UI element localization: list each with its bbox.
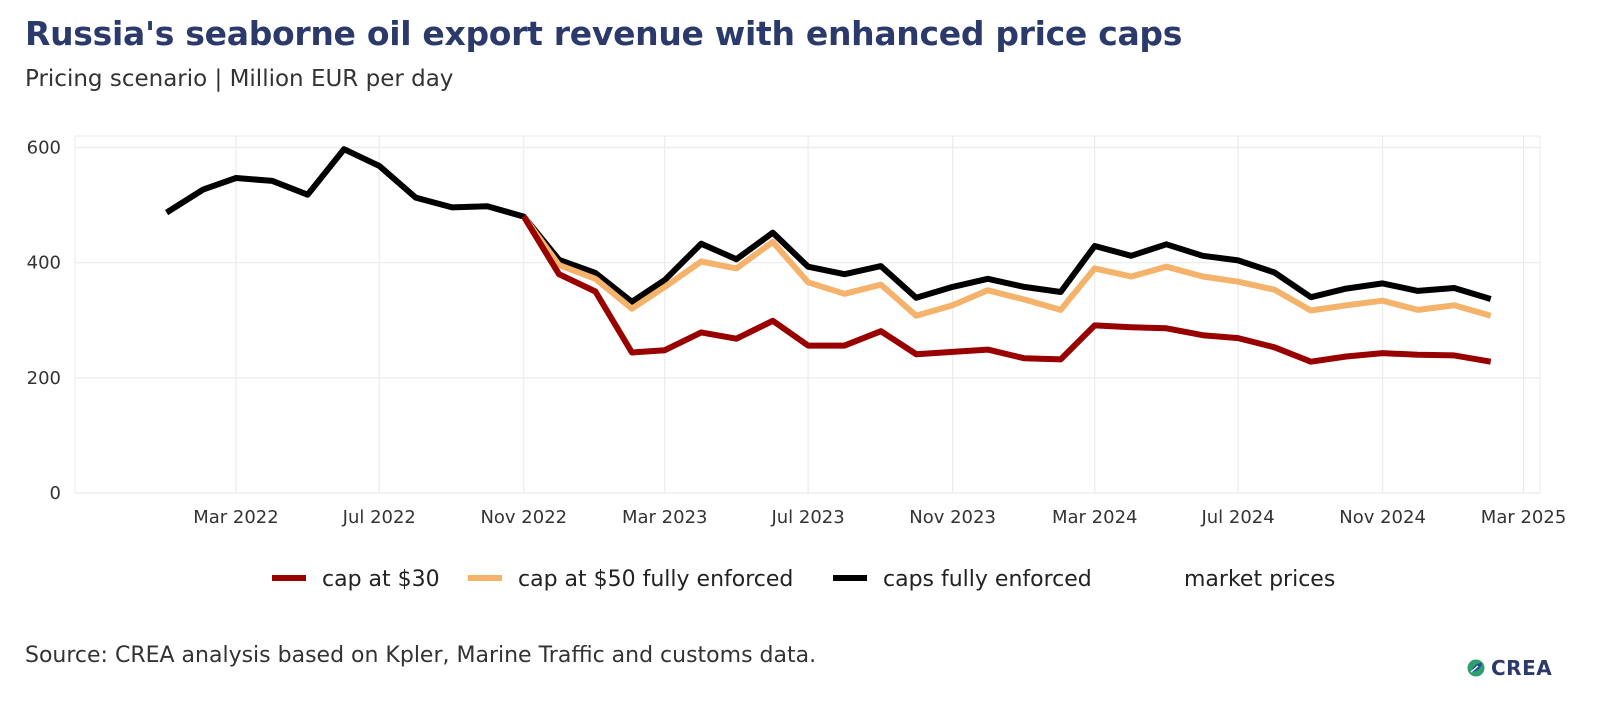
legend-label: cap at $50 fully enforced <box>518 567 793 592</box>
legend-label: cap at $30 <box>322 567 440 592</box>
series-line <box>521 214 1492 319</box>
legend-label: caps fully enforced <box>883 567 1092 592</box>
x-tick-label: Mar 2025 <box>1481 507 1567 528</box>
chart-subtitle: Pricing scenario | Million EUR per day <box>25 66 454 92</box>
legend-label: market prices <box>1184 567 1335 592</box>
x-tick-label: Mar 2022 <box>193 507 279 528</box>
y-tick-label: 400 <box>27 253 61 274</box>
x-tick-label: Mar 2023 <box>622 507 708 528</box>
x-tick-label: Jul 2022 <box>342 507 416 528</box>
series-line <box>165 146 1492 305</box>
series-line <box>521 215 1492 365</box>
x-tick-label: Nov 2022 <box>480 507 567 528</box>
legend: cap at $30 cap at $50 fully enforced caps … <box>272 567 1335 592</box>
x-tick-label: Nov 2023 <box>909 507 996 528</box>
y-tick-label: 200 <box>27 368 61 389</box>
x-tick-label: Mar 2024 <box>1052 507 1138 528</box>
leaf-icon <box>1467 659 1485 677</box>
x-tick-label: Nov 2024 <box>1339 507 1426 528</box>
y-tick-label: 600 <box>27 138 61 159</box>
crea-logo: CREA <box>1466 656 1552 680</box>
source-note: Source: CREA analysis based on Kpler, Ma… <box>25 643 817 668</box>
series-lines <box>165 146 1492 365</box>
logo-text: CREA <box>1491 656 1553 680</box>
x-axis: Mar 2022 Jul 2022 Nov 2022 Mar 2023 Jul 2023… <box>193 507 1566 528</box>
x-tick-label: Jul 2024 <box>1200 507 1274 528</box>
y-axis: 0 200 400 600 <box>27 138 61 504</box>
chart-title: Russia's seaborne oil export revenue wit… <box>25 14 1183 53</box>
y-tick-label: 0 <box>50 483 61 504</box>
x-tick-label: Jul 2023 <box>770 507 844 528</box>
